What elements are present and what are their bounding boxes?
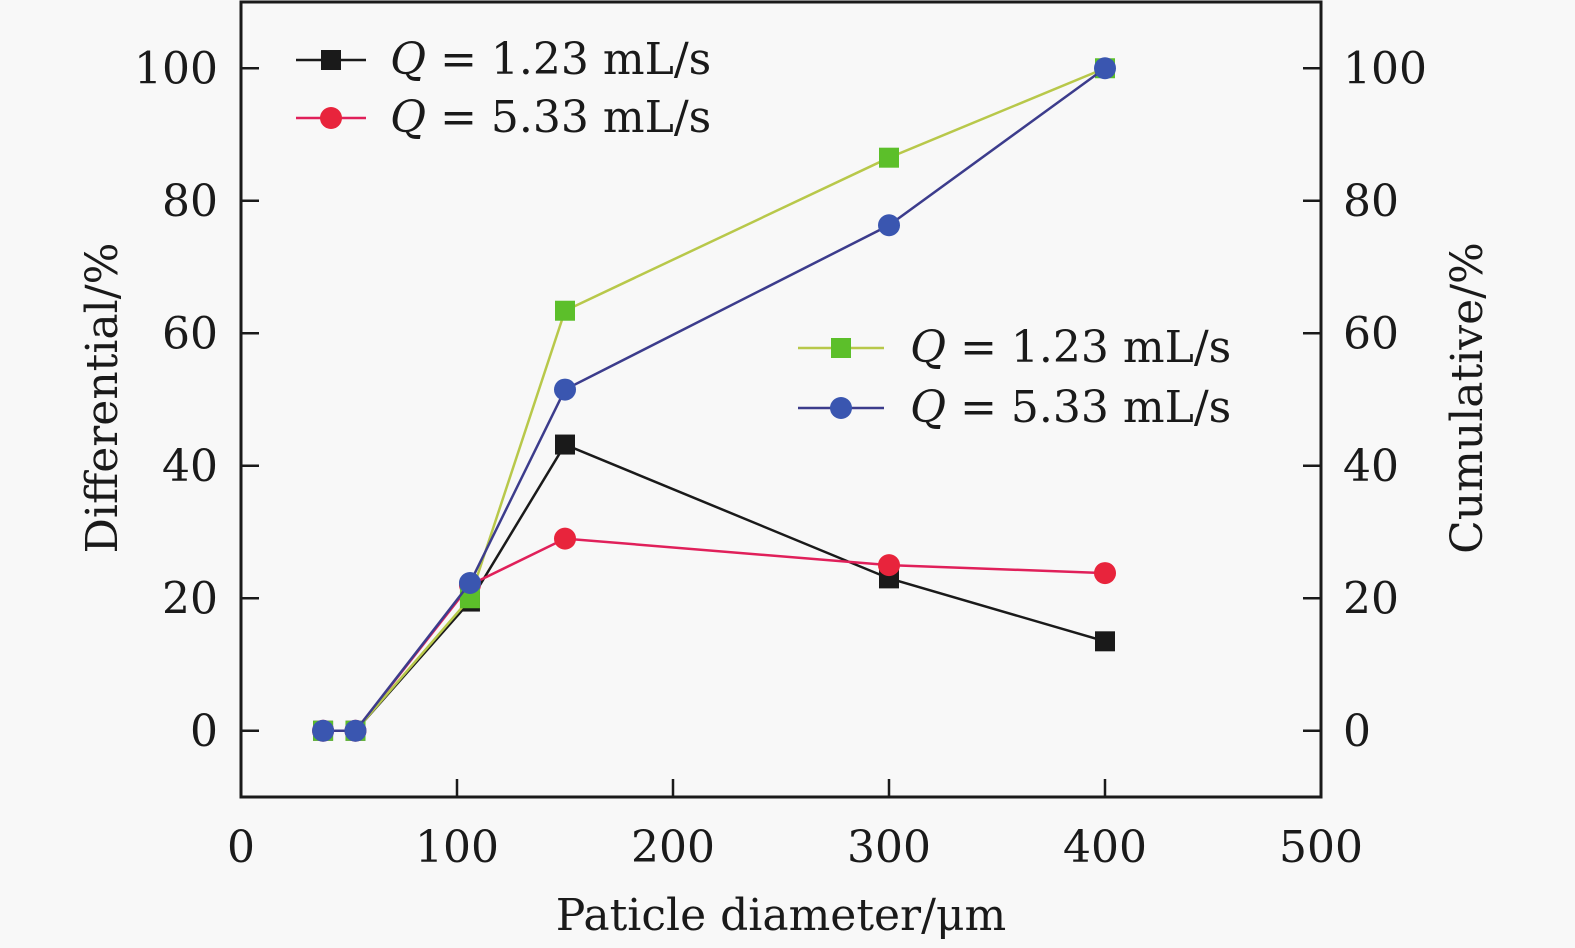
data-point-circle: [554, 527, 576, 550]
x-axis-title: Paticle diameter/μm: [556, 890, 1006, 941]
y-axis-title-right: Cumulative/%: [1442, 242, 1493, 554]
data-point-circle: [320, 107, 342, 129]
data-point-circle: [878, 554, 900, 577]
series-2: [312, 527, 1116, 742]
plot-frame: [239, 0, 1323, 799]
data-point-square: [831, 338, 851, 358]
x-tick-label: 300: [847, 822, 931, 873]
legend-item: Q = 1.23 mL/s: [296, 34, 711, 85]
legend-top-left: Q = 1.23 mL/sQ = 5.33 mL/s: [296, 34, 711, 143]
series-line: [323, 442, 1106, 732]
x-tick-label: 100: [415, 822, 499, 873]
legend-label: Q = 5.33 mL/s: [390, 92, 711, 143]
legend-item: Q = 1.23 mL/s: [798, 322, 1231, 373]
data-point-circle: [458, 572, 481, 595]
data-point-square: [1095, 631, 1115, 652]
y-axis-title-left: Differential/%: [77, 243, 128, 554]
data-point-circle: [1094, 562, 1116, 585]
data-point-circle: [312, 719, 335, 742]
data-point-circle: [830, 397, 852, 419]
legend-item: Q = 5.33 mL/s: [296, 92, 711, 143]
series-1: [313, 434, 1115, 741]
y-tick-label-right: 20: [1343, 573, 1399, 624]
x-tick-label: 400: [1063, 822, 1147, 873]
legend-center-right: Q = 1.23 mL/sQ = 5.33 mL/s: [798, 322, 1231, 433]
x-tick-label: 0: [227, 822, 255, 873]
data-point-square: [459, 588, 480, 609]
data-point-circle: [878, 214, 900, 237]
y-tick-label-right: 0: [1343, 706, 1371, 757]
data-point-circle: [344, 719, 367, 742]
y-tick-label-left: 20: [162, 573, 218, 624]
y-tick-label-left: 0: [190, 706, 218, 757]
legend-q-symbol: Q: [390, 92, 426, 143]
x-tick-label: 500: [1279, 822, 1363, 873]
series-4: [312, 57, 1116, 742]
y-tick-label-right: 60: [1343, 308, 1399, 359]
data-point-square: [555, 300, 575, 321]
legend-layer: Q = 1.23 mL/sQ = 5.33 mL/sQ = 1.23 mL/sQ…: [296, 34, 1231, 433]
data-point-square: [879, 147, 899, 168]
y-tick-label-left: 60: [162, 308, 218, 359]
legend-q-symbol: Q: [390, 34, 426, 85]
data-point-circle: [1094, 57, 1116, 80]
y-tick-label-left: 40: [162, 441, 218, 492]
legend-label: Q = 1.23 mL/s: [390, 34, 711, 85]
y-tick-label-left: 100: [134, 43, 218, 94]
legend-item: Q = 5.33 mL/s: [798, 382, 1231, 433]
data-point-square: [321, 50, 341, 70]
legend-label: Q = 1.23 mL/s: [910, 322, 1231, 373]
series-layer: [312, 57, 1116, 742]
legend-value: = 1.23 mL/s: [426, 34, 711, 85]
data-point-circle: [554, 378, 576, 401]
legend-q-symbol: Q: [910, 322, 946, 373]
data-point-square: [555, 434, 575, 455]
legend-q-symbol: Q: [910, 382, 946, 433]
y-tick-label-right: 80: [1343, 176, 1399, 227]
legend-label: Q = 5.33 mL/s: [910, 382, 1231, 433]
y-tick-label-left: 80: [162, 176, 218, 227]
y-tick-label-right: 40: [1343, 441, 1399, 492]
legend-value: = 1.23 mL/s: [946, 322, 1231, 373]
legend-value: = 5.33 mL/s: [426, 92, 711, 143]
legend-value: = 5.33 mL/s: [946, 382, 1231, 433]
y-tick-label-right: 100: [1343, 43, 1427, 94]
axes: 0 100 200 300 400 500 0 20 40 60 80 100 0 20 40 60 80 100: [134, 0, 1427, 873]
x-tick-label: 200: [631, 822, 715, 873]
